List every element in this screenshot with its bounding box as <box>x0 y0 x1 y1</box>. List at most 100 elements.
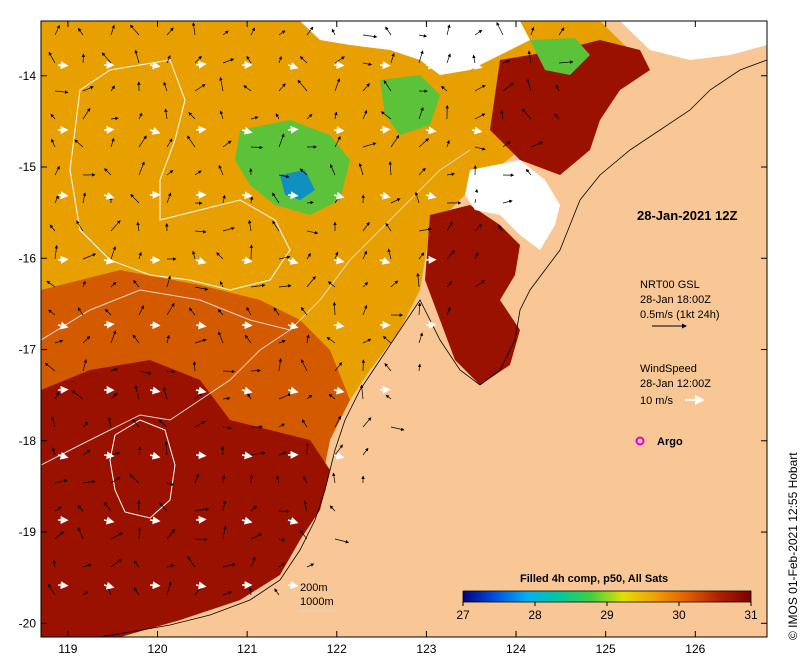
wind-arrow <box>379 125 391 134</box>
current-vector <box>243 85 252 92</box>
wind-arrow <box>103 256 115 265</box>
current-vector <box>554 113 560 120</box>
current-vector <box>82 280 86 288</box>
current-vector <box>250 27 255 36</box>
current-vector <box>273 307 280 316</box>
current-vector <box>138 112 143 120</box>
contour-ring-south <box>109 419 176 519</box>
current-vector <box>82 563 92 568</box>
wind-arrow <box>425 126 437 135</box>
current-vector <box>385 26 392 36</box>
current-vector <box>250 505 257 512</box>
wind-title: WindSpeed <box>640 363 697 375</box>
current-vector <box>306 26 314 36</box>
current-vector <box>107 416 112 428</box>
current-vector <box>390 52 395 64</box>
lat-tick-label: -16 <box>19 251 37 265</box>
wind-arrow <box>195 321 207 330</box>
wind-arrow <box>103 581 115 590</box>
current-vector <box>331 28 336 36</box>
current-vector <box>299 56 308 64</box>
wind-arrow <box>287 125 299 134</box>
cloud-mask-north <box>300 21 530 75</box>
current-vector <box>326 336 336 344</box>
wind-arrow <box>103 192 115 200</box>
current-vector <box>306 113 313 120</box>
wind-arrow <box>103 516 115 525</box>
current-vector <box>278 55 282 64</box>
current-vector <box>129 474 140 484</box>
current-vector <box>474 29 483 36</box>
wind-arrow <box>57 191 69 200</box>
current-vector <box>446 172 455 176</box>
current-vector <box>110 281 117 288</box>
current-vector <box>360 384 364 400</box>
current-vector <box>502 59 511 64</box>
current-vector <box>218 331 224 344</box>
current-vector <box>446 24 451 36</box>
current-vector <box>278 423 285 428</box>
ocean-hot-north <box>490 40 650 175</box>
current-vector <box>46 280 56 288</box>
current-vector <box>166 482 175 486</box>
current-vector <box>527 50 532 64</box>
current-vector <box>362 34 378 39</box>
current-vector <box>138 161 145 176</box>
wind-arrow <box>425 61 437 70</box>
current-vector <box>358 162 364 176</box>
current-vector <box>384 363 392 372</box>
wind-arrow <box>379 385 391 394</box>
current-vector <box>334 538 350 544</box>
current-vector <box>521 108 532 120</box>
wind-arrow <box>57 255 69 264</box>
current-vector <box>44 362 56 372</box>
current-vector <box>362 304 368 316</box>
current-vector <box>166 55 171 64</box>
colorbar <box>462 590 752 603</box>
colorbar-tick-label: 28 <box>528 608 542 622</box>
current-vector <box>194 286 209 291</box>
current-vector <box>474 146 486 151</box>
currents-scale-label: 0.5m/s (1kt 24h) <box>640 309 719 321</box>
current-vector <box>166 275 172 288</box>
current-vector <box>194 420 206 428</box>
current-vector <box>334 251 339 260</box>
current-vector <box>496 21 504 36</box>
wind-arrow <box>287 191 299 200</box>
current-vector <box>274 588 280 596</box>
current-vector <box>194 537 208 542</box>
current-vector <box>71 390 84 400</box>
current-vector <box>250 451 266 456</box>
current-vector <box>301 419 308 428</box>
wind-arrow <box>333 126 345 135</box>
current-vector <box>380 111 392 120</box>
current-vector <box>104 168 112 176</box>
current-vector <box>218 164 224 176</box>
current-vector <box>222 369 236 374</box>
current-vector <box>474 224 482 232</box>
current-vector <box>278 393 292 400</box>
current-vector <box>328 393 336 400</box>
lon-tick-label: 124 <box>506 642 526 656</box>
colorbar-title: Filled 4h comp, p50, All Sats <box>520 573 668 585</box>
current-vector <box>166 581 172 596</box>
current-vector <box>166 27 174 36</box>
current-vector <box>247 393 252 400</box>
current-vector <box>136 221 140 232</box>
current-vector <box>278 83 286 92</box>
wind-arrow <box>57 321 69 330</box>
current-vector <box>244 334 252 344</box>
current-vector <box>278 30 286 36</box>
current-vector <box>159 502 168 512</box>
current-vector <box>82 479 96 484</box>
colorbar-tick-label: 30 <box>672 608 686 622</box>
current-vector <box>502 82 514 92</box>
current-vector <box>134 49 140 64</box>
wind-arrow <box>241 191 253 200</box>
map-frame <box>40 20 768 638</box>
current-vector <box>138 135 147 148</box>
lon-tick-label: 120 <box>148 642 168 656</box>
current-vector <box>54 339 64 344</box>
current-vector <box>82 107 91 120</box>
current-vector <box>418 227 432 232</box>
